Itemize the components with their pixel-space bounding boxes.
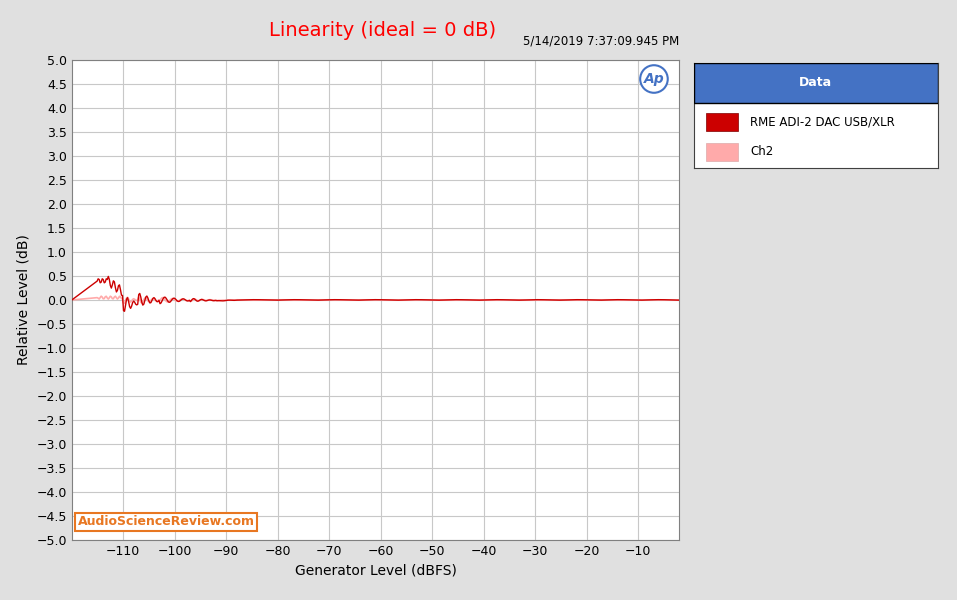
- X-axis label: Generator Level (dBFS): Generator Level (dBFS): [295, 563, 456, 577]
- Text: AudioScienceReview.com: AudioScienceReview.com: [78, 515, 255, 528]
- Bar: [706, 113, 738, 131]
- Text: Ch2: Ch2: [750, 145, 773, 158]
- Text: Ap: Ap: [644, 72, 664, 86]
- Text: 5/14/2019 7:37:09.945 PM: 5/14/2019 7:37:09.945 PM: [523, 35, 679, 48]
- Bar: [706, 143, 738, 161]
- Text: Linearity (ideal = 0 dB): Linearity (ideal = 0 dB): [269, 21, 497, 40]
- FancyBboxPatch shape: [694, 63, 938, 103]
- Text: Data: Data: [799, 76, 833, 89]
- Y-axis label: Relative Level (dB): Relative Level (dB): [17, 235, 31, 365]
- Text: RME ADI-2 DAC USB/XLR: RME ADI-2 DAC USB/XLR: [750, 116, 895, 129]
